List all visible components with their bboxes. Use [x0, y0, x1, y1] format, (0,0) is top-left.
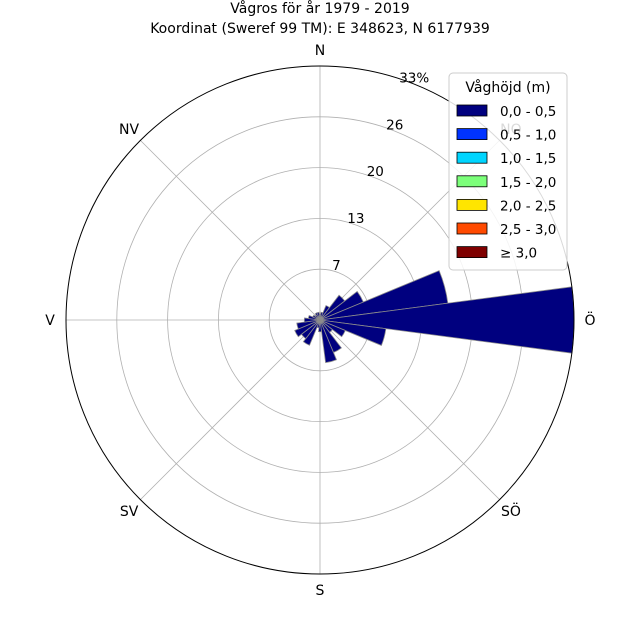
direction-label-ö: Ö: [584, 311, 595, 329]
legend-swatch-1: [456, 128, 488, 141]
radial-tick-label-3: 26: [386, 117, 403, 133]
legend: Våghöjd (m) 0,0 - 0,5 0,5 - 1,0 1,0 - 1,5 1…: [448, 72, 568, 271]
legend-title: Våghöjd (m): [465, 79, 550, 96]
legend-label-0: 0,0 - 0,5: [500, 104, 556, 120]
direction-label-sv: SV: [120, 504, 139, 520]
sector-345: [316, 311, 321, 321]
direction-label-n: N: [315, 43, 325, 59]
sector-120: [319, 319, 346, 338]
legend-swatch-2: [456, 151, 488, 164]
sector-180: [318, 319, 322, 333]
chart-title: Vågros för år 1979 - 2019: [230, 0, 409, 17]
legend-swatch-0: [456, 104, 488, 117]
legend-swatch-4: [456, 198, 488, 211]
radial-tick-label-1: 13: [347, 211, 364, 227]
legend-label-3: 1,5 - 2,0: [500, 175, 556, 191]
radial-tick-label-4: 33%: [399, 70, 429, 86]
sector-240: [294, 319, 321, 338]
grid-spoke-nv: [140, 140, 321, 321]
sector-105: [319, 319, 387, 346]
direction-label-v: V: [45, 313, 55, 329]
legend-label-6: ≥ 3,0: [500, 246, 537, 262]
sector-210: [302, 319, 321, 346]
chart-subtitle: Koordinat (Sweref 99 TM): E 348623, N 61…: [150, 21, 490, 37]
sector-255: [296, 319, 321, 330]
radial-tick-labels: 7 13 20 26 33%: [332, 70, 429, 274]
legend-swatch-3: [456, 175, 488, 188]
legend-label-2: 1,0 - 1,5: [500, 151, 556, 167]
wave-sectors: [294, 270, 575, 364]
direction-label-s: S: [316, 583, 325, 599]
legend-label-4: 2,0 - 2,5: [500, 198, 556, 214]
radial-tick-label-0: 7: [332, 258, 341, 274]
legend-label-1: 0,5 - 1,0: [500, 128, 556, 144]
legend-swatch-6: [456, 246, 488, 259]
direction-label-sö: SÖ: [501, 502, 521, 520]
legend-label-5: 2,5 - 3,0: [500, 222, 556, 238]
grid-spoke-sv: [140, 319, 321, 500]
legend-box: [448, 72, 568, 271]
radial-tick-label-2: 20: [367, 164, 384, 180]
grid-spoke-sö: [319, 319, 500, 500]
legend-items: 0,0 - 0,5 0,5 - 1,0 1,0 - 1,5 1,5 - 2,0 2,0 …: [456, 104, 556, 262]
polar-frame: [65, 65, 575, 575]
sector-270: [303, 317, 321, 323]
sector-165: [319, 319, 337, 364]
legend-swatch-5: [456, 222, 488, 235]
direction-label-nv: NV: [119, 122, 139, 138]
